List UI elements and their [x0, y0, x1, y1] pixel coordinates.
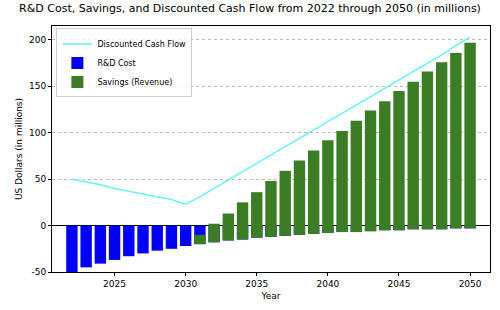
svg-text:2050: 2050: [459, 279, 482, 289]
svg-text:2040: 2040: [316, 279, 339, 289]
svg-text:-50: -50: [31, 267, 46, 277]
svg-text:Savings (Revenue): Savings (Revenue): [97, 78, 172, 87]
svg-text:US Dollars (in millions): US Dollars (in millions): [14, 98, 24, 200]
svg-text:200: 200: [29, 35, 46, 45]
svg-text:2030: 2030: [174, 279, 197, 289]
svg-text:Year: Year: [260, 291, 280, 301]
svg-text:150: 150: [29, 81, 46, 91]
svg-text:2025: 2025: [103, 279, 126, 289]
svg-text:Discounted Cash Flow: Discounted Cash Flow: [97, 40, 186, 49]
svg-text:2045: 2045: [388, 279, 411, 289]
svg-text:50: 50: [35, 174, 47, 184]
svg-text:2035: 2035: [245, 279, 268, 289]
svg-text:R&D Cost: R&D Cost: [97, 59, 135, 68]
svg-text:R&D Cost, Savings, and Discoun: R&D Cost, Savings, and Discounted Cash F…: [19, 2, 481, 15]
svg-text:100: 100: [29, 128, 46, 138]
svg-text:0: 0: [40, 221, 46, 231]
